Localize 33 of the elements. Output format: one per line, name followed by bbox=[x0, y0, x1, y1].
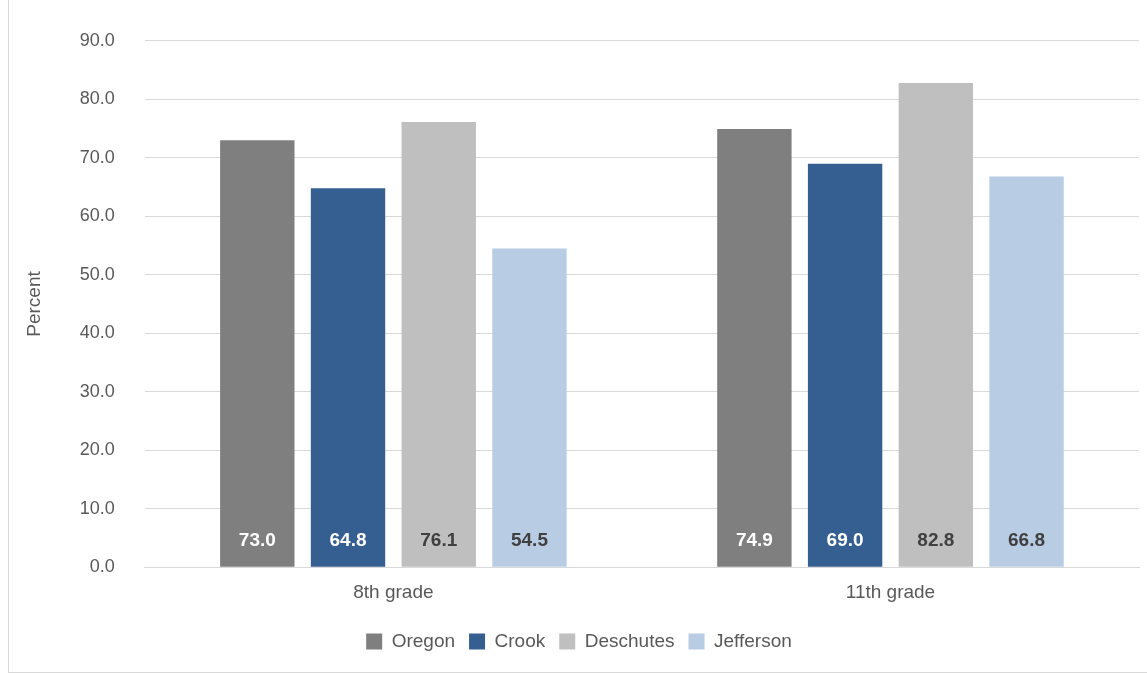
data-label: 76.1 bbox=[420, 528, 458, 550]
y-tick-label: 80.0 bbox=[79, 88, 115, 109]
bar bbox=[401, 122, 476, 567]
y-tick-label: 40.0 bbox=[79, 322, 115, 343]
y-tick-label: 10.0 bbox=[79, 497, 115, 518]
data-label: 54.5 bbox=[510, 528, 549, 550]
data-label: 73.0 bbox=[238, 528, 276, 550]
bar bbox=[717, 129, 792, 567]
data-label: 74.9 bbox=[735, 528, 773, 550]
y-axis-title: Percent bbox=[22, 270, 44, 337]
legend-label: Deschutes bbox=[584, 629, 675, 651]
legend-label: Crook bbox=[494, 629, 546, 651]
x-tick-label: 11th grade bbox=[845, 580, 936, 602]
y-tick-label: 20.0 bbox=[79, 439, 115, 460]
legend-label: Jefferson bbox=[714, 629, 792, 651]
y-tick-label: 0.0 bbox=[89, 556, 115, 577]
bar bbox=[310, 188, 386, 567]
data-label: 66.8 bbox=[1008, 528, 1046, 550]
y-tick-label: 30.0 bbox=[79, 380, 115, 401]
data-label: 69.0 bbox=[826, 528, 864, 550]
bar bbox=[807, 163, 883, 567]
y-tick-label: 50.0 bbox=[79, 263, 115, 284]
y-tick-label: 90.0 bbox=[79, 29, 115, 50]
y-tick-label: 60.0 bbox=[79, 205, 115, 226]
y-tick-label: 70.0 bbox=[79, 146, 115, 167]
x-tick-label: 8th grade bbox=[353, 580, 434, 602]
bar bbox=[898, 82, 974, 567]
legend-label: Oregon bbox=[391, 629, 456, 651]
bar bbox=[492, 248, 567, 567]
bar bbox=[989, 176, 1064, 567]
data-label: 82.8 bbox=[917, 528, 955, 550]
data-label: 64.8 bbox=[329, 528, 367, 550]
bar bbox=[220, 140, 295, 567]
